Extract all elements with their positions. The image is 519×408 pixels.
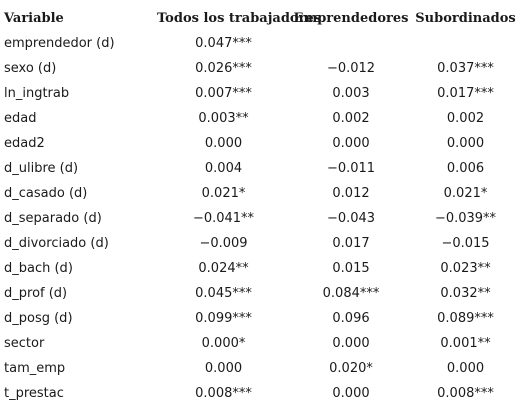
cell-emprendedores: −0.043: [326, 211, 376, 226]
header-row: Variable Todos los trabajadores Emprende…: [0, 6, 519, 31]
cell-subordinados: 0.008***: [437, 386, 494, 401]
cell-todos: 0.003**: [198, 111, 249, 126]
cell-subordinados: 0.000: [446, 136, 485, 151]
cell-subordinados: 0.002: [446, 111, 485, 126]
cell-variable: d_divorciado (d): [4, 236, 109, 251]
cell-subordinados: −0.015: [441, 236, 490, 251]
table-row: d_separado (d) −0.041** −0.043 −0.039**: [0, 206, 519, 231]
table-row: d_bach (d) 0.024** 0.015 0.023**: [0, 256, 519, 281]
cell-todos: 0.000*: [201, 336, 246, 351]
cell-todos: −0.009: [199, 236, 248, 251]
cell-emprendedores: [290, 31, 412, 56]
table-row: d_posg (d) 0.099*** 0.096 0.089***: [0, 306, 519, 331]
header-variable: Variable: [4, 11, 64, 26]
cell-emprendedores: 0.096: [332, 311, 370, 326]
cell-variable: d_posg (d): [4, 311, 73, 326]
cell-variable: d_ulibre (d): [4, 161, 79, 176]
table-row: t_prestac 0.008*** 0.000 0.008***: [0, 381, 519, 406]
cell-variable: tam_emp: [4, 361, 66, 376]
cell-todos: 0.045***: [195, 286, 252, 301]
table-row: d_divorciado (d) −0.009 0.017 −0.015: [0, 231, 519, 256]
cell-todos: 0.007***: [195, 86, 252, 101]
cell-emprendedores: 0.015: [332, 261, 370, 276]
table-row: sector 0.000* 0.000 0.001**: [0, 331, 519, 356]
table-row: d_prof (d) 0.045*** 0.084*** 0.032**: [0, 281, 519, 306]
cell-subordinados: 0.001**: [440, 336, 491, 351]
results-table: Variable Todos los trabajadores Emprende…: [0, 6, 519, 406]
table-row: d_ulibre (d) 0.004 −0.011 0.006: [0, 156, 519, 181]
table-row: emprendedor (d) 0.047***: [0, 31, 519, 56]
cell-subordinados: 0.000: [446, 361, 485, 376]
table-row: tam_emp 0.000 0.020* 0.000: [0, 356, 519, 381]
cell-emprendedores: −0.011: [326, 161, 376, 176]
table-row: ln_ingtrab 0.007*** 0.003 0.017***: [0, 81, 519, 106]
cell-subordinados: 0.037***: [437, 61, 494, 76]
header-emprendedores: Emprendedores: [293, 11, 409, 26]
cell-variable: sector: [4, 336, 45, 351]
cell-todos: 0.099***: [195, 311, 252, 326]
table-row: edad2 0.000 0.000 0.000: [0, 131, 519, 156]
cell-subordinados: [412, 31, 519, 56]
header-subordinados: Subordinados: [415, 11, 516, 26]
table-row: sexo (d) 0.026*** −0.012 0.037***: [0, 56, 519, 81]
cell-todos: −0.041**: [192, 211, 255, 226]
cell-variable: ln_ingtrab: [4, 86, 70, 101]
table-row: d_casado (d) 0.021* 0.012 0.021*: [0, 181, 519, 206]
cell-todos: 0.047***: [195, 36, 252, 51]
cell-variable: emprendedor (d): [4, 36, 115, 51]
cell-subordinados: 0.017***: [437, 86, 494, 101]
cell-todos: 0.008***: [195, 386, 252, 401]
cell-subordinados: 0.023**: [440, 261, 491, 276]
cell-subordinados: 0.089***: [437, 311, 494, 326]
cell-variable: edad: [4, 111, 37, 126]
cell-variable: edad2: [4, 136, 45, 151]
cell-emprendedores: 0.000: [332, 386, 370, 401]
header-todos: Todos los trabajadores: [157, 11, 322, 26]
cell-emprendedores: 0.003: [332, 86, 370, 101]
cell-emprendedores: 0.012: [332, 186, 370, 201]
cell-variable: d_casado (d): [4, 186, 88, 201]
cell-todos: 0.021*: [201, 186, 246, 201]
cell-variable: d_prof (d): [4, 286, 68, 301]
cell-emprendedores: 0.020*: [329, 361, 373, 376]
cell-todos: 0.000: [204, 136, 243, 151]
cell-emprendedores: 0.002: [332, 111, 370, 126]
cell-variable: t_prestac: [4, 386, 64, 401]
cell-todos: 0.000: [204, 361, 243, 376]
cell-todos: 0.004: [204, 161, 243, 176]
cell-emprendedores: 0.017: [332, 236, 370, 251]
cell-subordinados: 0.006: [446, 161, 485, 176]
cell-emprendedores: −0.012: [326, 61, 376, 76]
table-body: emprendedor (d) 0.047*** sexo (d) 0.026*** −…: [0, 31, 519, 406]
cell-todos: 0.026***: [195, 61, 252, 76]
cell-todos: 0.024**: [198, 261, 249, 276]
cell-subordinados: 0.032**: [440, 286, 491, 301]
cell-subordinados: 0.021*: [443, 186, 488, 201]
cell-emprendedores: 0.000: [332, 336, 370, 351]
cell-subordinados: −0.039**: [434, 211, 497, 226]
cell-variable: sexo (d): [4, 61, 57, 76]
table-row: edad 0.003** 0.002 0.002: [0, 106, 519, 131]
cell-emprendedores: 0.000: [332, 136, 370, 151]
cell-variable: d_separado (d): [4, 211, 102, 226]
cell-emprendedores: 0.084***: [322, 286, 380, 301]
cell-variable: d_bach (d): [4, 261, 73, 276]
